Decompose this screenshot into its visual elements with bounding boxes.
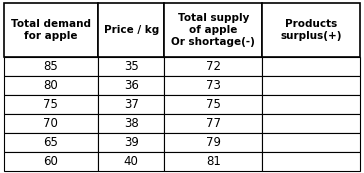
Text: Products
surplus(+): Products surplus(+) [281,19,342,41]
Bar [4,95,98,114]
Text: 75: 75 [43,98,58,111]
Bar [98,152,164,171]
Bar [98,76,164,95]
Bar [4,3,98,57]
Text: 60: 60 [43,155,58,168]
Bar [98,3,164,57]
Bar [4,114,98,133]
Text: 70: 70 [43,117,58,130]
Bar [164,95,262,114]
Text: 40: 40 [124,155,139,168]
Bar [4,133,98,152]
Bar [262,133,360,152]
Bar [164,133,262,152]
Text: 38: 38 [124,117,139,130]
Text: 35: 35 [124,60,139,73]
Bar [262,3,360,57]
Text: 80: 80 [44,79,58,92]
Bar [262,152,360,171]
Bar [4,76,98,95]
Text: 36: 36 [124,79,139,92]
Bar [164,114,262,133]
Text: Total supply
of apple
Or shortage(-): Total supply of apple Or shortage(-) [171,13,255,47]
Text: 77: 77 [206,117,221,130]
Text: Total demand
for apple: Total demand for apple [11,19,91,41]
Bar [98,57,164,76]
Text: 75: 75 [206,98,221,111]
Bar [4,57,98,76]
Bar [98,95,164,114]
Text: 73: 73 [206,79,221,92]
Text: 65: 65 [43,136,58,149]
Bar [164,152,262,171]
Bar [4,152,98,171]
Text: 79: 79 [206,136,221,149]
Text: 81: 81 [206,155,221,168]
Bar [164,3,262,57]
Text: 72: 72 [206,60,221,73]
Bar [262,57,360,76]
Bar [262,95,360,114]
Text: 37: 37 [124,98,139,111]
Bar [98,114,164,133]
Text: Price / kg: Price / kg [103,25,159,35]
Bar [98,133,164,152]
Bar [262,76,360,95]
Bar [164,76,262,95]
Bar [164,57,262,76]
Bar [262,114,360,133]
Text: 39: 39 [124,136,139,149]
Text: 85: 85 [44,60,58,73]
